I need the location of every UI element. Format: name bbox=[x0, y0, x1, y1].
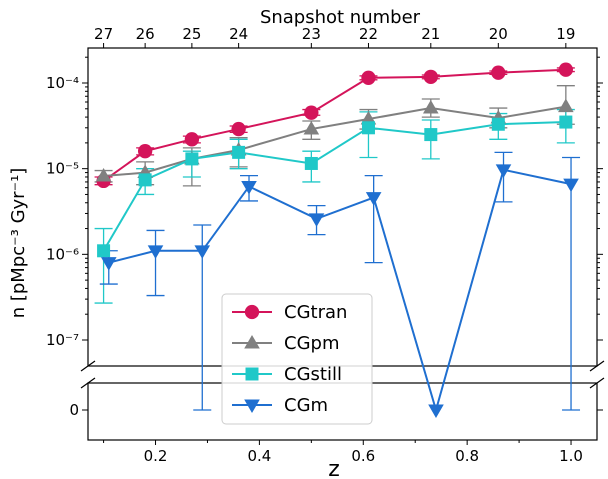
top-tick-label: 23 bbox=[302, 25, 321, 43]
y-tick-label: 10⁻⁵ bbox=[46, 160, 79, 178]
cgm-point bbox=[194, 245, 211, 259]
legend-cgpm-label: CGpm bbox=[284, 333, 339, 354]
axis-break-mark bbox=[589, 377, 605, 389]
cgtran-point bbox=[558, 62, 573, 77]
top-tick-label: 26 bbox=[136, 25, 155, 43]
legend-cgpm-marker bbox=[244, 334, 260, 349]
x-tick-label: 0.4 bbox=[247, 447, 271, 465]
series-markers bbox=[95, 62, 579, 419]
legend-cgstill-marker bbox=[245, 367, 259, 381]
x-tick-label: 0.8 bbox=[455, 447, 479, 465]
legend: CGtran CGpm CGstill CGm bbox=[221, 293, 373, 425]
cgtran-point bbox=[231, 121, 246, 137]
legend-cgtran-marker bbox=[244, 304, 260, 320]
cgstill-point bbox=[138, 173, 152, 187]
cgm-point bbox=[563, 178, 579, 193]
top-tick-label: 22 bbox=[359, 25, 378, 43]
top-axis-title: Snapshot number bbox=[260, 7, 421, 28]
y-tick-label: 10⁻⁷ bbox=[46, 331, 79, 349]
cgstill-point bbox=[424, 128, 438, 142]
axis-ticks: 0.2 0.4 0.6 0.8 1.0 27 26 25 24 23 22 21 20 19 10⁻⁷ 10⁻… bbox=[46, 25, 603, 465]
cgm-point bbox=[147, 245, 164, 259]
x-tick-label: 1.0 bbox=[559, 447, 583, 465]
cgtran-point bbox=[361, 70, 376, 85]
top-tick-label: 27 bbox=[94, 25, 113, 43]
top-tick-label: 21 bbox=[421, 25, 440, 43]
x-tick-label: 0.2 bbox=[144, 447, 168, 465]
cgpm-point bbox=[95, 167, 112, 182]
cgtran-point bbox=[137, 144, 153, 159]
legend-cgm-label: CGm bbox=[284, 395, 328, 416]
cgm-point bbox=[241, 180, 257, 195]
cgm-point bbox=[100, 257, 117, 271]
top-tick-label: 20 bbox=[489, 25, 508, 43]
x-axis-title: z bbox=[328, 457, 340, 479]
cgm-point bbox=[365, 192, 382, 206]
cgtran-point bbox=[184, 132, 200, 147]
cgpm-point bbox=[422, 99, 439, 114]
top-tick-label: 24 bbox=[229, 25, 248, 43]
cgm-point bbox=[428, 404, 444, 419]
legend-cgstill-label: CGstill bbox=[284, 364, 342, 385]
y-tick-label: 10⁻⁶ bbox=[46, 245, 79, 263]
legend-cgm-marker bbox=[244, 399, 260, 414]
y-tick-label: 10⁻⁴ bbox=[46, 74, 79, 92]
top-tick-label: 19 bbox=[556, 25, 575, 43]
cgstill-point bbox=[97, 244, 111, 258]
axis-break-mark bbox=[80, 360, 96, 372]
axis-break-mark bbox=[589, 360, 605, 372]
cgtran-point bbox=[304, 105, 319, 120]
cgpm-point bbox=[303, 120, 320, 135]
cgstill-point bbox=[304, 156, 318, 170]
axis-break-mark bbox=[80, 377, 96, 389]
cgstill-point bbox=[185, 152, 199, 166]
x-tick-label: 0.6 bbox=[351, 447, 375, 465]
legend-box bbox=[221, 293, 373, 425]
cgm-point bbox=[308, 213, 325, 227]
cgstill-point bbox=[361, 121, 375, 135]
cgstill-point bbox=[491, 117, 505, 131]
cgtran-point bbox=[423, 69, 438, 84]
legend-cgtran-label: CGtran bbox=[284, 302, 347, 323]
cgpm-point bbox=[558, 98, 574, 113]
cgm-point bbox=[495, 164, 512, 178]
cgtran-point bbox=[491, 65, 506, 80]
cgstill-point bbox=[559, 115, 573, 129]
y-axis-title: n [pMpc⁻³ Gyr⁻¹] bbox=[8, 168, 29, 319]
cgstill-point bbox=[232, 145, 246, 159]
y-zero-tick-label: 0 bbox=[69, 401, 79, 419]
top-tick-label: 25 bbox=[182, 25, 201, 43]
cgpm-point bbox=[360, 110, 377, 125]
